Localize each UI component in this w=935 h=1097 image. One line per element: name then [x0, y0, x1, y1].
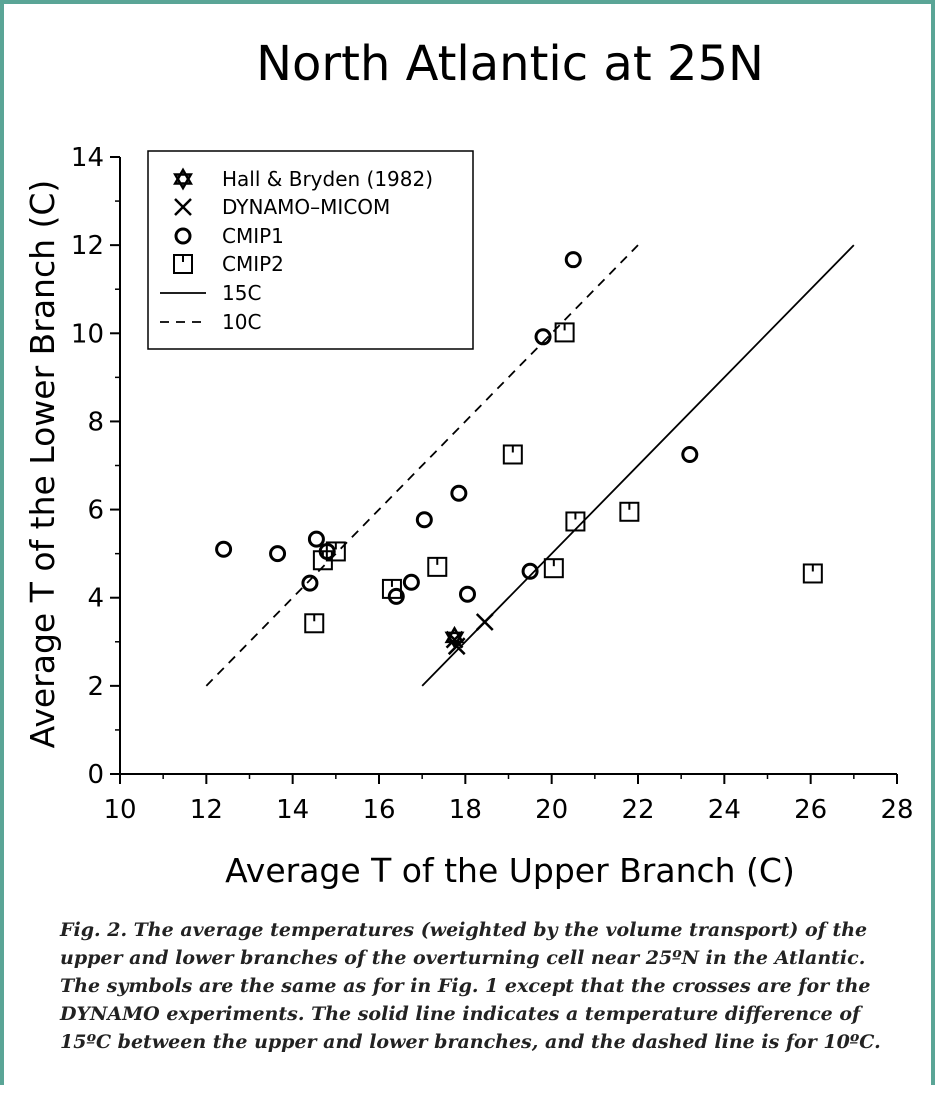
legend-label: 15C — [222, 281, 261, 305]
point-circle — [458, 585, 476, 603]
point-circle — [301, 574, 319, 592]
y-tick-label: 8 — [87, 407, 104, 437]
point-circle — [215, 540, 233, 558]
point-square-tick — [619, 501, 640, 522]
figure-caption: Fig. 2. The average temperatures (weight… — [60, 919, 881, 1053]
legend-marker-x — [174, 198, 192, 216]
x-tick-label: 12 — [190, 795, 223, 825]
data-points — [215, 251, 823, 656]
legend-marker-square-tick — [173, 254, 193, 274]
point-x — [475, 613, 494, 631]
legend: Hall & Bryden (1982) DYNAMO–MICOM CMIP1 CMI… — [147, 150, 474, 350]
x-tick-label: 24 — [708, 795, 741, 825]
point-circle — [521, 562, 539, 580]
x-tick-label: 16 — [362, 795, 395, 825]
x-axis-label: Average T of the Upper Branch (C) — [225, 851, 795, 890]
x-tick-label: 20 — [535, 795, 568, 825]
point-circle — [681, 445, 699, 463]
y-tick-label: 4 — [87, 584, 104, 614]
y-tick-label: 2 — [87, 672, 104, 702]
x-tick-label: 14 — [276, 795, 309, 825]
legend-label: DYNAMO–MICOM — [222, 195, 390, 219]
scatter-chart: North Atlantic at 25N 10 12 14 16 18 20 22 24 26… — [23, 36, 914, 890]
legend-label: 10C — [222, 310, 261, 334]
reference-line-10c — [205, 244, 639, 687]
point-circle — [450, 484, 468, 502]
point-square-tick — [543, 558, 564, 579]
point-square-tick — [554, 322, 575, 343]
x-tick-label: 26 — [794, 795, 827, 825]
y-tick-label: 10 — [71, 319, 104, 349]
x-tick-label: 18 — [449, 795, 482, 825]
y-tick-label: 12 — [71, 231, 104, 261]
legend-label: CMIP2 — [222, 252, 284, 276]
legend-label: CMIP1 — [222, 224, 284, 248]
y-tick-label: 14 — [71, 143, 104, 173]
point-circle — [415, 511, 433, 529]
reference-lines — [205, 244, 855, 687]
point-circle — [387, 587, 405, 605]
point-circle — [307, 530, 325, 548]
legend-label: Hall & Bryden (1982) — [222, 167, 433, 191]
point-square-tick — [325, 541, 346, 562]
point-square-tick — [427, 556, 448, 577]
frame-bottom-gap — [0, 1085, 935, 1097]
point-circle — [269, 545, 287, 563]
y-tick-label: 6 — [87, 496, 104, 526]
x-tick-label: 28 — [880, 795, 913, 825]
point-star — [444, 625, 465, 649]
legend-box — [147, 150, 474, 350]
chart-title: North Atlantic at 25N — [256, 36, 764, 92]
y-axis-label: Average T of the Lower Branch (C) — [23, 180, 62, 749]
y-tick-label: 0 — [87, 760, 104, 790]
legend-marker-circle — [174, 227, 192, 245]
point-square-tick — [802, 563, 823, 584]
reference-line-15c — [421, 244, 855, 687]
point-circle — [318, 542, 336, 560]
point-square-tick — [304, 613, 325, 634]
point-circle — [402, 573, 420, 591]
x-tick-label: 10 — [103, 795, 136, 825]
point-square-tick — [381, 578, 402, 599]
point-square-tick — [502, 444, 523, 465]
legend-marker-star — [173, 167, 193, 191]
point-circle — [534, 328, 552, 346]
point-circle — [564, 251, 582, 269]
x-tick-label: 22 — [621, 795, 654, 825]
point-x — [445, 630, 464, 649]
point-square-tick — [565, 511, 586, 532]
